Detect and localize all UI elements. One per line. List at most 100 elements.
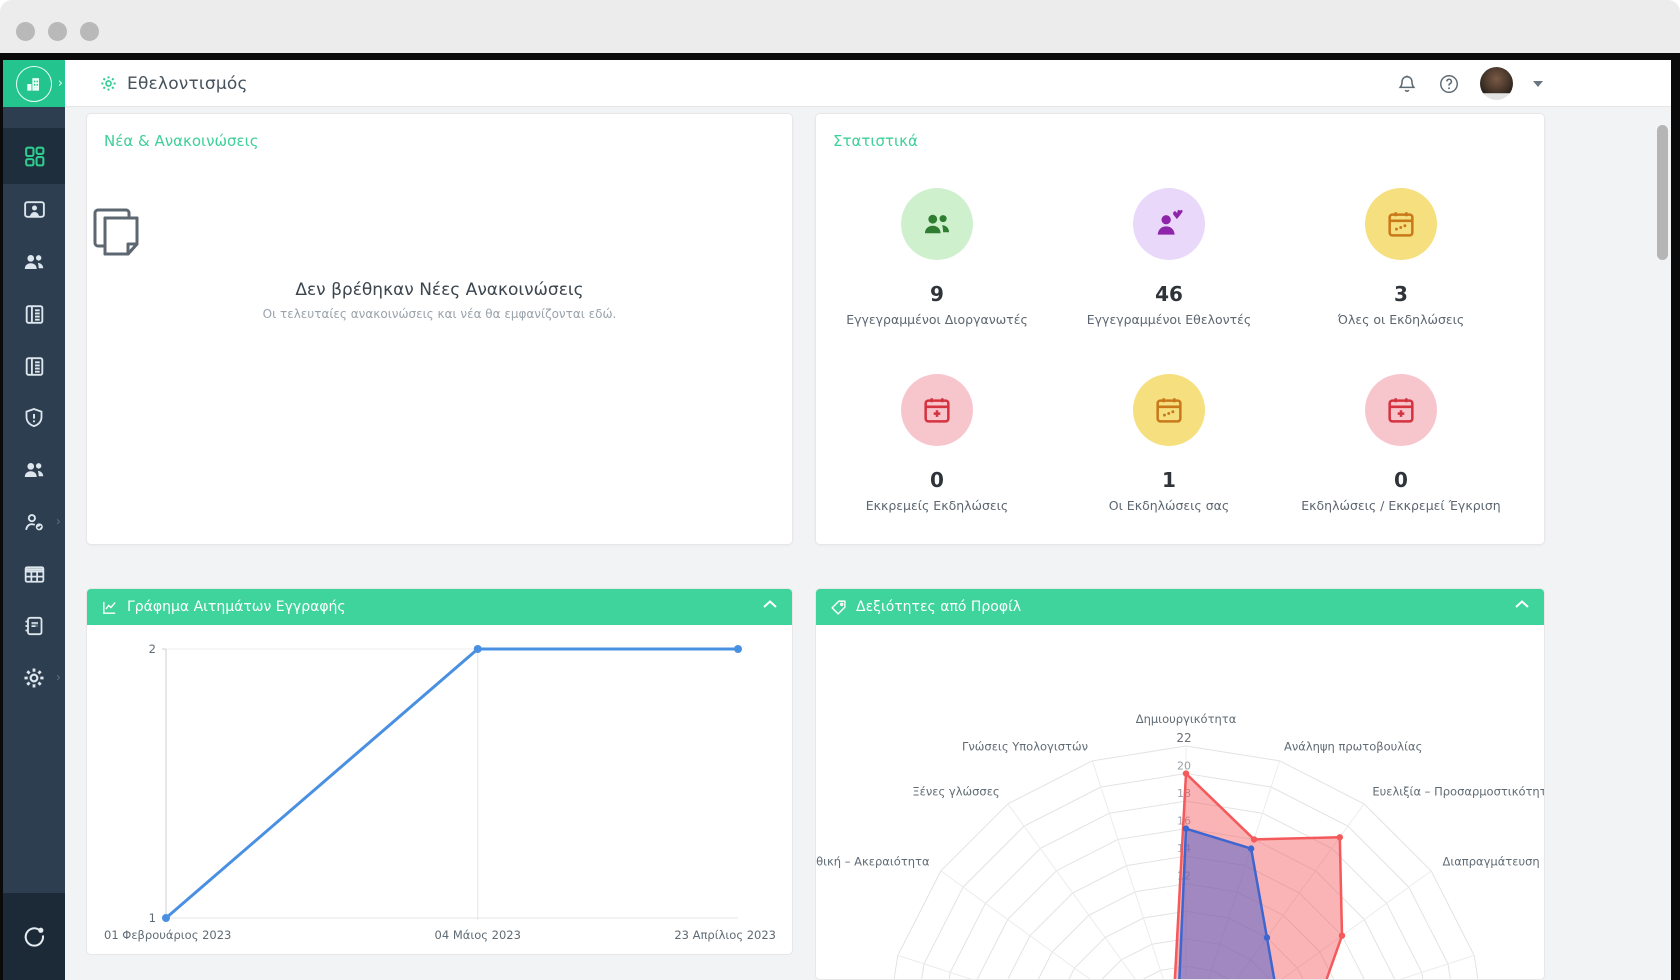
registration-requests-chart: 1 2 01 Φεβρουάριος 2023 04 Μάιος 2023 23 Απρ… [104, 642, 776, 942]
tag-icon [831, 599, 846, 615]
user-check-icon [24, 513, 43, 530]
calendar-plus-icon [1388, 398, 1414, 423]
chevron-up-icon [763, 600, 777, 608]
stat-circle [1365, 374, 1437, 446]
stat-pending-events: 0 Εκκρεμείς Εκδηλώσεις [822, 374, 1052, 513]
news-empty-state: Δεν βρέθηκαν Νέες Ανακοινώσεις Οι τελευτ… [87, 206, 792, 321]
collapse-chart-button[interactable] [762, 599, 778, 609]
registration-chart-title: Γράφημα Αιτημάτων Εγγραφής [127, 599, 346, 615]
stat-label: Εκδηλώσεις / Εκκρεμεί Έγκριση [1301, 498, 1501, 513]
top-header: Εθελοντισμός [65, 60, 1671, 107]
stat-circle [1365, 188, 1437, 260]
sidebar-item-users[interactable] [3, 236, 65, 288]
stat-volunteers: ♥ ♥ 46 Εγγεγραμμένοι Εθελοντές [1054, 188, 1284, 327]
svg-text:♥: ♥ [1172, 209, 1182, 222]
svg-text:Ευελιξία – Προσαρμοστικότητα: Ευελιξία – Προσαρμοστικότητα [1372, 785, 1544, 799]
stat-value: 0 [1394, 468, 1408, 492]
sidebar-item-profile[interactable] [3, 184, 65, 236]
stat-circle: ♥ ♥ [1133, 188, 1205, 260]
svg-text:Δημιουργικότητα: Δημιουργικότητα [1136, 712, 1237, 726]
news-card: Νέα & Ανακοινώσεις Δεν βρέθηκαν Νέες Ανα… [86, 113, 793, 545]
stats-card: Στατιστικά 9 Εγγεγραμμένοι Διοργανωτές ♥ [815, 113, 1545, 545]
window-minimize-button[interactable] [48, 22, 67, 41]
app-viewport: › [3, 60, 1671, 980]
collapse-radar-button[interactable] [1514, 599, 1530, 609]
svg-text:04 Μάιος 2023: 04 Μάιος 2023 [435, 928, 521, 942]
stat-value: 3 [1394, 282, 1408, 306]
sidebar-nav: › [3, 128, 65, 704]
pages-icon [93, 208, 139, 256]
svg-text:Διαπραγμάτευση: Διαπραγμάτευση [1442, 855, 1539, 869]
sidebar-item-groups[interactable] [3, 444, 65, 496]
window-controls [16, 22, 99, 41]
users-icon [924, 214, 950, 234]
svg-text:23 Απρίλιος 2023: 23 Απρίλιος 2023 [674, 928, 776, 942]
news-card-title: Νέα & Ανακοινώσεις [104, 132, 259, 150]
spreadsheet-icon [24, 565, 44, 583]
sidebar-item-settings[interactable]: › [3, 652, 65, 704]
stat-awaiting-approval: 0 Εκδηλώσεις / Εκκρεμεί Έγκριση [1286, 374, 1516, 513]
window-maximize-button[interactable] [80, 22, 99, 41]
line-chart-icon [103, 601, 116, 614]
registration-chart-header: Γράφημα Αιτημάτων Εγγραφής [87, 589, 792, 625]
news-empty-title: Δεν βρέθηκαν Νέες Ανακοινώσεις [295, 280, 584, 300]
chevron-right-icon: › [55, 514, 61, 530]
sidebar-item-approvals[interactable]: › [3, 496, 65, 548]
sidebar-item-news[interactable] [3, 288, 65, 340]
help-button[interactable] [1438, 73, 1460, 95]
calendar-dots-icon [1156, 398, 1182, 423]
chevron-up-icon [1515, 600, 1529, 608]
page-title: Εθελοντισμός [127, 73, 248, 94]
users-icon [24, 254, 44, 270]
user-avatar[interactable] [1480, 67, 1513, 100]
stat-label: Εγγεγραμμένοι Διοργανωτές [846, 312, 1028, 327]
gear-icon [101, 76, 116, 91]
sidebar-expand-chevron-icon[interactable]: › [57, 76, 63, 91]
stat-circle [1133, 374, 1205, 446]
svg-text:Γνώσεις Υπολογιστών: Γνώσεις Υπολογιστών [962, 740, 1088, 754]
sidebar: › [3, 60, 65, 980]
newspaper-icon [25, 356, 43, 376]
stat-your-events: 1 Οι Εκδηλώσεις σας [1054, 374, 1284, 513]
skills-radar-panel: Δεξιότητες από Προφίλ 121416182022Δημιου… [815, 588, 1545, 980]
svg-text:20: 20 [1177, 760, 1191, 773]
sidebar-item-journal[interactable] [3, 600, 65, 652]
app-logo[interactable]: › [3, 60, 65, 107]
calendar-plus-icon [924, 398, 950, 423]
logout-icon[interactable] [21, 924, 47, 950]
stat-circle [901, 374, 973, 446]
window-titlebar [0, 0, 1680, 53]
svg-text:Ανάληψη πρωτοβουλίας: Ανάληψη πρωτοβουλίας [1284, 740, 1422, 754]
users-icon [24, 462, 44, 478]
grid-dashboard-icon [24, 146, 44, 166]
stat-organizers: 9 Εγγεγραμμένοι Διοργανωτές [822, 188, 1052, 327]
user-menu-caret-icon[interactable] [1533, 80, 1543, 87]
shield-alert-icon [25, 408, 43, 428]
notifications-button[interactable] [1396, 73, 1418, 95]
scrollbar-thumb[interactable] [1657, 125, 1668, 260]
window-close-button[interactable] [16, 22, 35, 41]
svg-text:22: 22 [1176, 731, 1191, 745]
sidebar-item-dashboard[interactable] [3, 128, 65, 184]
bell-icon [1398, 75, 1416, 92]
newspaper-icon [25, 304, 43, 324]
calendar-dots-icon [1388, 212, 1414, 237]
stats-card-title: Στατιστικά [833, 132, 918, 150]
sidebar-item-articles[interactable] [3, 340, 65, 392]
stat-value: 46 [1155, 282, 1183, 306]
stat-value: 1 [1162, 468, 1176, 492]
sidebar-item-reports[interactable] [3, 548, 65, 600]
stat-label: Εγγεγραμμένοι Εθελοντές [1086, 312, 1252, 327]
volunteer-icon: ♥ ♥ [1157, 208, 1183, 235]
app-frame: › [0, 53, 1680, 980]
chevron-right-icon: › [55, 670, 61, 686]
registration-chart-panel: Γράφημα Αιτημάτων Εγγραφής 1 2 01 Φεβρουάρ… [86, 588, 793, 955]
question-circle-icon [1440, 74, 1458, 93]
sidebar-item-security[interactable] [3, 392, 65, 444]
svg-text:2: 2 [149, 642, 156, 656]
stat-label: Οι Εκδηλώσεις σας [1108, 498, 1230, 513]
stat-value: 9 [930, 282, 944, 306]
svg-text:1: 1 [149, 911, 156, 925]
news-empty-subtitle: Οι τελευταίες ανακοινώσεις και νέα θα εμ… [262, 307, 617, 321]
